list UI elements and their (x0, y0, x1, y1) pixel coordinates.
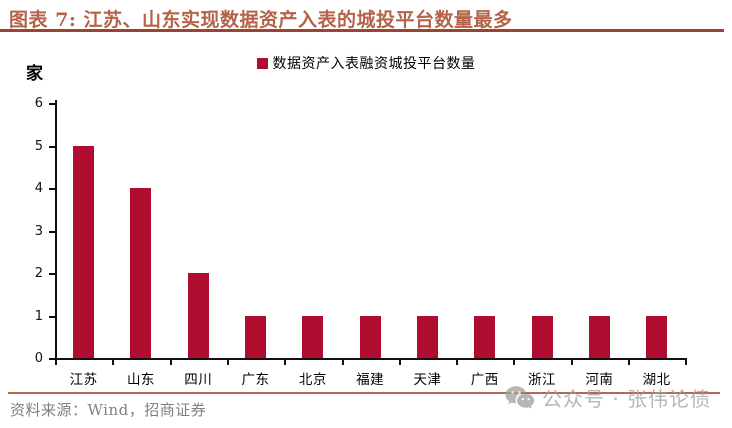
y-axis-tick-label: 1 (34, 308, 43, 324)
x-axis-tick (226, 360, 229, 365)
y-axis-tick (49, 103, 55, 105)
figure-title: 图表 7: 江苏、山东实现数据资产入表的城投平台数量最多 (9, 9, 513, 31)
y-axis-tick (49, 315, 55, 318)
chart-bar (359, 315, 381, 358)
x-axis-tick (55, 360, 57, 365)
x-axis-label: 四川 (184, 372, 213, 388)
source-rule (8, 392, 720, 394)
y-axis-tick-label: 2 (34, 266, 43, 281)
chart-bar (474, 315, 496, 358)
y-axis-unit-label: 家 (26, 64, 43, 84)
x-axis-tick (628, 360, 630, 365)
y-axis-tick (49, 358, 55, 360)
x-axis-label: 广东 (241, 372, 270, 388)
x-axis-label: 山东 (126, 372, 155, 388)
y-axis-tick (49, 145, 55, 148)
legend-label: 数据资产入表融资城投平台数量 (272, 56, 476, 72)
y-axis-tick (49, 188, 55, 190)
x-axis-label: 浙江 (528, 372, 557, 388)
x-axis-label: 河南 (585, 372, 614, 388)
chart-legend: 数据资产入表融资城投平台数量 (0, 53, 732, 73)
chart-bar (646, 315, 668, 358)
y-axis-tick-label: 5 (34, 138, 43, 154)
y-axis-tick-label: 6 (34, 96, 43, 111)
x-axis-tick (169, 360, 172, 365)
chart-bar (73, 145, 95, 358)
x-axis-tick (398, 360, 401, 365)
chart-bar (130, 188, 152, 358)
y-axis-tick-label: 3 (34, 223, 43, 239)
x-axis-label: 天津 (413, 372, 442, 388)
x-axis-label: 江苏 (69, 372, 98, 388)
chart-bar (531, 315, 553, 358)
y-axis-tick-label: 4 (34, 181, 43, 196)
watermark-text: 公众号 · 张伟论债 (542, 387, 712, 411)
chart-bar (588, 315, 610, 358)
watermark: 公众号 · 张伟论债 (504, 383, 711, 412)
x-axis-label: 广西 (470, 372, 499, 388)
x-axis-label: 福建 (356, 372, 385, 388)
chart-bar (302, 315, 324, 358)
x-axis-tick (570, 360, 573, 365)
title-rule (0, 29, 724, 32)
legend-swatch (256, 57, 268, 69)
x-axis-tick (685, 360, 688, 365)
x-axis-label: 湖北 (642, 372, 671, 388)
x-axis-line (55, 358, 688, 360)
x-axis-tick (112, 360, 115, 365)
y-axis-tick (49, 273, 55, 275)
chart-bar (416, 315, 438, 358)
wechat-icon (505, 385, 535, 409)
chart-bar (187, 273, 209, 358)
y-axis-tick-label: 0 (34, 351, 43, 366)
x-axis-tick (341, 360, 344, 365)
source-text: 资料来源：Wind，招商证券 (10, 401, 207, 419)
y-axis-tick (49, 230, 55, 233)
chart-bar (245, 315, 267, 358)
x-axis-tick (284, 360, 287, 365)
x-axis-label: 北京 (298, 372, 327, 388)
y-axis-line (55, 100, 57, 360)
x-axis-tick (513, 360, 516, 365)
x-axis-tick (456, 360, 459, 365)
